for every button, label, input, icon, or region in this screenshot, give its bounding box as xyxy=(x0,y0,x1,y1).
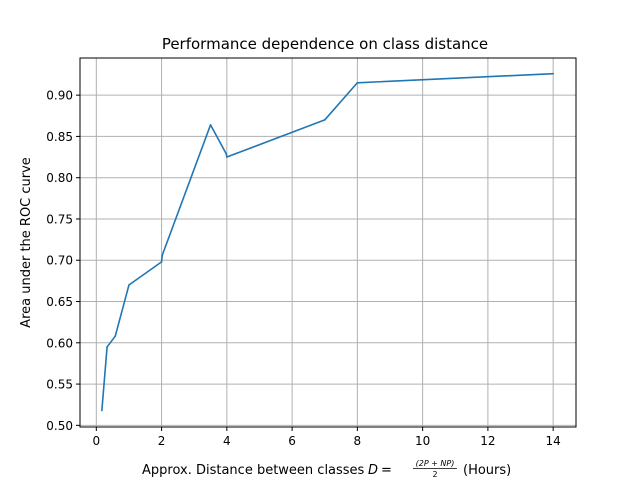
x-axis-label-var: D xyxy=(368,463,378,478)
data-point xyxy=(161,254,164,257)
y-tick-label: 0.55 xyxy=(46,378,73,392)
x-tick-label: 0 xyxy=(92,434,100,448)
y-axis-ticks: 0.50 0.55 0.60 0.65 0.70 0.75 0.80 0.85 0.90 xyxy=(46,89,80,433)
y-tick-label: 0.70 xyxy=(46,254,73,268)
y-tick-label: 0.85 xyxy=(46,130,73,144)
data-point xyxy=(552,72,554,75)
x-gridlines xyxy=(95,58,554,427)
data-point xyxy=(226,156,228,158)
data-point xyxy=(160,261,163,263)
y-tick-label: 0.80 xyxy=(46,171,73,185)
x-tick-label: 2 xyxy=(158,434,166,448)
y-gridlines xyxy=(80,94,576,426)
data-point xyxy=(106,346,108,348)
data-point xyxy=(225,152,227,155)
y-tick-label: 0.60 xyxy=(46,336,73,350)
y-axis-label: Area under the ROC curve xyxy=(19,157,34,328)
x-axis-label-suffix: (Hours) xyxy=(463,463,511,478)
data-point xyxy=(209,124,212,126)
x-tick-label: 6 xyxy=(288,434,296,448)
y-tick-label: 0.75 xyxy=(46,212,73,226)
x-tick-label: 4 xyxy=(223,434,231,448)
svg-text:Approx. Distance between class: Approx. Distance between classes xyxy=(142,463,365,478)
x-tick-label: 12 xyxy=(480,434,495,448)
x-axis-label-denominator: 2 xyxy=(432,470,437,479)
x-axis-label-prefix: Approx. Distance between classes xyxy=(142,463,365,478)
x-tick-label: 10 xyxy=(415,434,430,448)
series-line xyxy=(101,72,554,411)
y-tick-label: 0.65 xyxy=(46,295,73,309)
x-axis-ticks: 0 2 4 6 8 10 12 14 xyxy=(92,427,561,448)
data-point xyxy=(128,284,130,286)
chart-title: Performance dependence on class distance xyxy=(162,35,488,53)
data-point xyxy=(356,81,359,84)
x-tick-label: 8 xyxy=(354,434,362,448)
series-layer xyxy=(101,72,554,412)
plot-frame xyxy=(79,57,577,428)
y-tick-label: 0.50 xyxy=(46,419,73,433)
x-axis-label-equals: = xyxy=(381,463,392,478)
x-axis-label: Approx. Distance between classes D = (2P… xyxy=(142,459,511,479)
data-point xyxy=(101,409,103,412)
y-tick-label: 0.90 xyxy=(46,89,73,103)
data-point xyxy=(114,335,117,337)
data-point xyxy=(323,119,326,121)
x-tick-label: 14 xyxy=(546,434,561,448)
x-axis-label-numerator: (2P + NP) xyxy=(416,459,455,468)
